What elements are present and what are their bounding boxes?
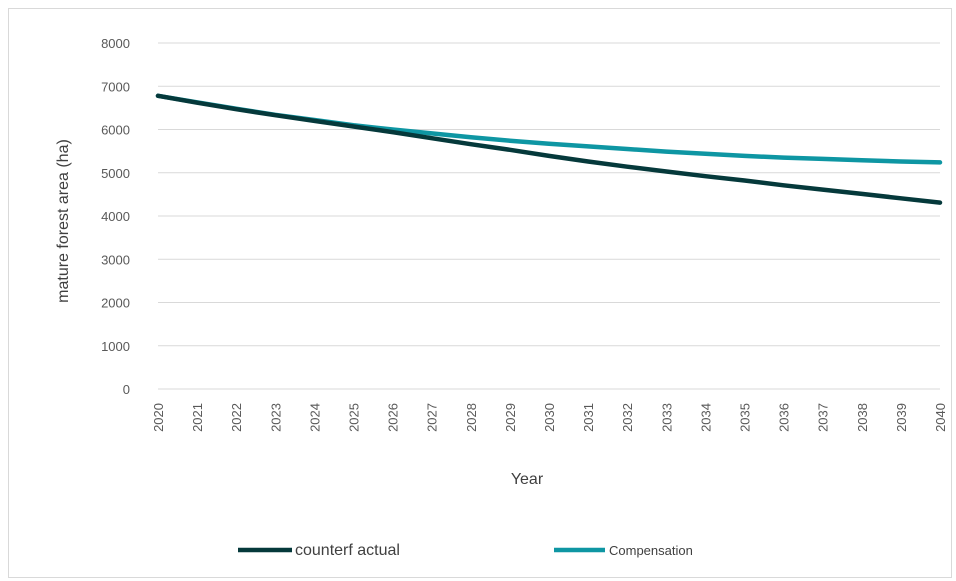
- y-tick-label: 7000: [101, 79, 130, 94]
- gridlines: [158, 42, 940, 390]
- y-tick-label: 2000: [101, 296, 130, 311]
- x-axis-ticks: 2020 2021 2022 2023 2024 2025 2026 2027 2028 2029…: [151, 403, 948, 432]
- x-tick-label: 2025: [347, 403, 362, 432]
- series-line-counterf-actual: [155, 93, 943, 205]
- x-tick-label: 2024: [307, 403, 322, 432]
- x-tick-label: 2022: [229, 403, 244, 432]
- y-tick-label: 0: [123, 382, 130, 397]
- x-tick-label: 2040: [933, 403, 948, 432]
- x-axis-title: Year: [511, 471, 544, 488]
- x-tick-label: 2027: [425, 403, 440, 432]
- x-tick-label: 2028: [464, 403, 479, 432]
- x-tick-label: 2036: [777, 403, 792, 432]
- x-tick-label: 2034: [698, 403, 713, 432]
- y-tick-label: 3000: [101, 252, 130, 267]
- y-tick-label: 6000: [101, 123, 130, 138]
- x-tick-label: 2037: [816, 403, 831, 432]
- x-tick-label: 2026: [386, 403, 401, 432]
- x-tick-label: 2032: [620, 403, 635, 432]
- series-lines: [155, 93, 943, 205]
- x-tick-label: 2033: [659, 403, 674, 432]
- y-tick-label: 5000: [101, 166, 130, 181]
- x-tick-label: 2035: [738, 403, 753, 432]
- legend: counterf actual Compensation: [238, 542, 693, 559]
- x-tick-label: 2020: [151, 403, 166, 432]
- legend-label: counterf actual: [295, 542, 400, 559]
- x-tick-label: 2023: [268, 403, 283, 432]
- legend-label: Compensation: [609, 543, 693, 558]
- y-tick-label: 8000: [101, 36, 130, 51]
- y-axis-ticks: 0 1000 2000 3000 4000 5000 6000 7000 8000: [101, 36, 130, 397]
- y-tick-label: 4000: [101, 209, 130, 224]
- y-tick-label: 1000: [101, 339, 130, 354]
- x-tick-label: 2030: [542, 403, 557, 432]
- x-tick-label: 2029: [503, 403, 518, 432]
- x-tick-label: 2031: [581, 403, 596, 432]
- x-tick-label: 2039: [894, 403, 909, 432]
- x-tick-label: 2021: [190, 403, 205, 432]
- y-axis-title: mature forest area (ha): [55, 139, 72, 303]
- x-tick-label: 2038: [855, 403, 870, 432]
- chart-frame: 0 1000 2000 3000 4000 5000 6000 7000 8000 2020 20…: [8, 8, 952, 578]
